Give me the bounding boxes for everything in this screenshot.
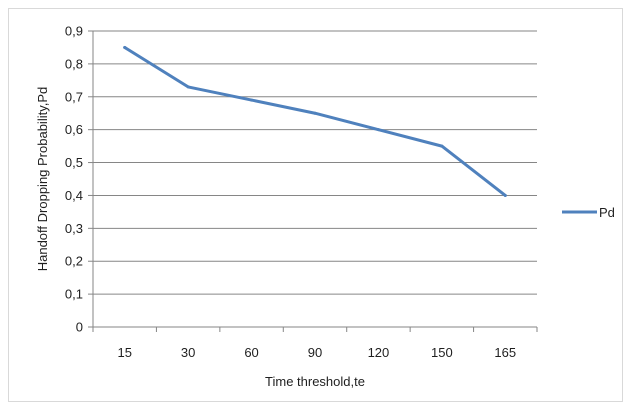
y-tick-label: 0,4 xyxy=(65,188,83,203)
y-tick-labels: 0 0,1 0,2 0,3 0,4 0,5 0,6 0,7 0,8 0,9 xyxy=(65,24,93,335)
x-tick-label: 60 xyxy=(244,345,258,360)
y-tick-label: 0 xyxy=(76,320,83,335)
gridlines xyxy=(93,30,537,295)
y-tick-label: 0,9 xyxy=(65,24,83,39)
axes xyxy=(92,31,537,328)
data-point xyxy=(123,45,127,49)
y-tick-label: 0,3 xyxy=(65,221,83,236)
x-tick-label: 150 xyxy=(431,345,453,360)
x-tick-label: 90 xyxy=(308,345,322,360)
data-point xyxy=(503,193,507,197)
y-axis-title: Handoff Dropping Probability,Pd xyxy=(35,87,50,272)
y-tick-label: 0,8 xyxy=(65,56,83,71)
y-tick-label: 0,7 xyxy=(65,89,83,104)
series-group xyxy=(123,45,507,197)
chart-frame xyxy=(8,8,623,402)
y-tick-label: 0,6 xyxy=(65,122,83,137)
y-tick-label: 0,1 xyxy=(65,287,83,302)
x-tick-label: 165 xyxy=(494,345,516,360)
y-tick-label: 0,2 xyxy=(65,254,83,269)
data-point xyxy=(313,111,317,115)
x-tick-labels: 15 30 60 90 120 150 165 xyxy=(92,327,538,360)
legend-label-pd: Pd xyxy=(599,205,615,220)
data-point xyxy=(376,128,380,132)
x-axis-title: Time threshold,te xyxy=(265,374,365,389)
x-tick-label: 30 xyxy=(181,345,195,360)
x-tick-label: 15 xyxy=(117,345,131,360)
data-point xyxy=(186,85,190,89)
series-line-pd xyxy=(123,45,507,197)
data-point xyxy=(250,98,254,102)
data-point xyxy=(440,144,444,148)
x-tick-label: 120 xyxy=(368,345,390,360)
y-tick-label: 0,5 xyxy=(65,155,83,170)
legend: Pd xyxy=(562,205,615,220)
